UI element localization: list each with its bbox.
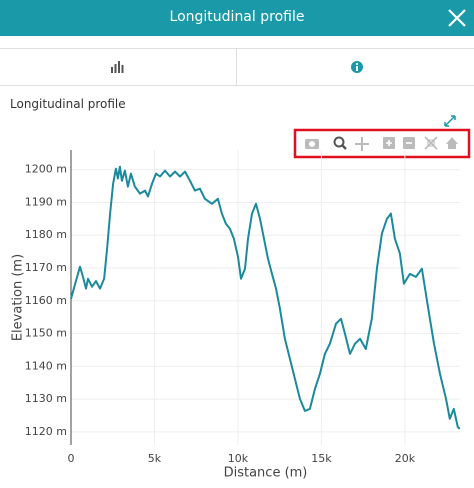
toolbar-highlight (293, 128, 471, 159)
y-tick-label: 1150 m (25, 327, 67, 340)
reset-button[interactable] (446, 137, 458, 149)
close-button[interactable] (446, 7, 468, 29)
x-axis-title: Distance (m) (224, 466, 308, 481)
chart: 1120 m 1130 m 1140 m 1150 m 1160 m 1170 m 1180… (11, 115, 471, 481)
y-tick-label: 1200 m (25, 163, 67, 176)
y-tick-label: 1130 m (25, 392, 67, 405)
x-tick-label: 15k (311, 452, 332, 465)
panel-title: Longitudinal profile (10, 97, 126, 111)
x-tick-label: 5k (148, 452, 162, 465)
expand-icon[interactable] (444, 115, 456, 127)
y-tick-label: 1180 m (25, 228, 67, 241)
y-tick-label: 1190 m (25, 195, 67, 208)
x-tick-label: 0 (68, 452, 75, 465)
header: Longitudinal profile (0, 0, 474, 36)
modebar (305, 136, 458, 151)
y-axis-title: Elevation (m) (11, 254, 26, 341)
info-tab[interactable] (237, 49, 474, 85)
camera-button[interactable] (305, 139, 319, 149)
zoom-out-button[interactable] (403, 137, 415, 149)
chart-tab[interactable] (0, 49, 237, 85)
y-tick-label: 1160 m (25, 294, 67, 307)
profile-line (70, 165, 461, 430)
x-tick-label: 10k (228, 452, 249, 465)
pan-button[interactable] (355, 137, 369, 151)
zoom-button[interactable] (333, 136, 347, 150)
header-title: Longitudinal profile (169, 9, 305, 25)
y-tick-label: 1170 m (25, 261, 67, 274)
x-tick-label: 20k (395, 452, 416, 465)
tabs (0, 48, 474, 86)
y-tick-label: 1140 m (25, 359, 67, 372)
autoscale-button[interactable] (424, 136, 438, 150)
chart-icon (111, 61, 124, 73)
info-icon (351, 61, 363, 73)
y-tick-label: 1120 m (25, 425, 67, 438)
zoom-in-button[interactable] (383, 137, 395, 149)
